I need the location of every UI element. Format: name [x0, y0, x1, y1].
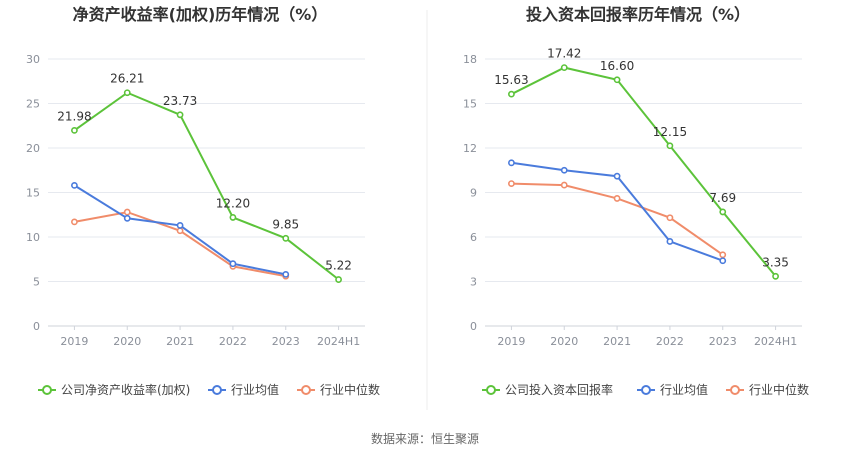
- data-label: 23.73: [163, 94, 197, 108]
- point-median: [508, 180, 515, 187]
- legend-label: 公司净资产收益率(加权): [61, 382, 190, 397]
- source-label: 数据来源：恒生聚源: [371, 431, 479, 446]
- data-label: 16.60: [600, 59, 634, 73]
- point-company: [335, 276, 342, 283]
- series-line-median: [74, 211, 286, 278]
- point-median: [719, 251, 727, 259]
- data-label: 17.42: [547, 47, 581, 61]
- point-company: [123, 89, 131, 97]
- y-tick-label: 5: [33, 276, 40, 289]
- legend-marker: [641, 385, 651, 395]
- point-median: [666, 214, 674, 222]
- point-company: [71, 126, 78, 134]
- y-tick-label: 0: [470, 320, 477, 333]
- y-tick-label: 20: [26, 142, 40, 155]
- point-avg: [719, 257, 727, 265]
- x-tick-label: 2024H1: [317, 335, 360, 348]
- y-tick-label: 0: [33, 320, 40, 333]
- point-median: [560, 181, 568, 189]
- point-avg: [282, 270, 290, 278]
- data-label: 21.98: [57, 109, 91, 123]
- legend-marker: [486, 385, 496, 395]
- legend-item-avg[interactable]: 行业均值: [208, 382, 279, 397]
- x-tick-label: 2023: [709, 335, 737, 348]
- y-tick-label: 18: [463, 53, 477, 66]
- point-company: [282, 234, 290, 242]
- legend-item-company[interactable]: 公司投入资本回报率: [482, 382, 613, 397]
- x-tick-label: 2021: [166, 335, 194, 348]
- point-median: [613, 195, 621, 202]
- roic-chart: 投入资本回报率历年情况（%） 0 3 6 9 12 15 18 2019 2020 2021 2022…: [463, 5, 809, 397]
- chart-title: 投入资本回报率历年情况（%）: [526, 5, 750, 24]
- point-avg: [176, 222, 184, 229]
- point-median: [176, 227, 184, 235]
- x-tick-label: 2023: [272, 335, 300, 348]
- point-company: [508, 90, 515, 98]
- legend-label: 公司投入资本回报率: [505, 382, 613, 397]
- y-tick-label: 3: [470, 276, 477, 289]
- legend-label: 行业均值: [231, 382, 279, 397]
- data-label: 15.63: [494, 73, 528, 87]
- point-company: [613, 76, 621, 84]
- data-label: 9.85: [272, 217, 299, 231]
- legend-item-avg[interactable]: 行业均值: [637, 382, 708, 397]
- y-tick-label: 25: [26, 98, 40, 111]
- point-company: [229, 214, 237, 221]
- point-median: [71, 218, 78, 226]
- x-tick-label: 2020: [550, 335, 578, 348]
- y-tick-label: 12: [463, 142, 477, 155]
- chart-title: 净资产收益率(加权)历年情况（%）: [73, 5, 328, 24]
- legend-marker: [42, 385, 52, 395]
- point-company: [176, 111, 184, 119]
- y-tick-label: 9: [470, 187, 477, 200]
- data-label: 12.20: [216, 196, 250, 210]
- y-tick-label: 6: [470, 231, 477, 244]
- x-tick-label: 2024H1: [754, 335, 797, 348]
- x-tick-label: 2019: [60, 335, 88, 348]
- x-tick-label: 2022: [219, 335, 247, 348]
- legend-item-median[interactable]: 行业中位数: [297, 382, 380, 397]
- x-tick-label: 2022: [656, 335, 684, 348]
- point-company: [560, 64, 568, 72]
- x-tick-label: 2019: [497, 335, 525, 348]
- data-label: 26.21: [110, 72, 144, 86]
- data-label: 5.22: [325, 259, 352, 273]
- point-avg: [666, 238, 674, 245]
- point-avg: [613, 172, 621, 180]
- data-label: 3.35: [762, 255, 789, 269]
- legend-label: 行业中位数: [749, 382, 809, 397]
- legend-item-median[interactable]: 行业中位数: [726, 382, 809, 397]
- roe-chart: 净资产收益率(加权)历年情况（%） 0 5 10 15 20 25 30 2019 2020 202…: [26, 5, 380, 397]
- data-label: 7.69: [709, 191, 736, 205]
- point-avg: [123, 214, 131, 222]
- series-line-median: [511, 182, 724, 256]
- y-tick-label: 15: [26, 187, 40, 200]
- data-label: 12.15: [653, 125, 687, 139]
- legend-marker: [301, 385, 311, 395]
- legend-marker: [730, 385, 740, 395]
- series-line-company: [73, 91, 340, 281]
- point-company: [719, 208, 727, 216]
- point-company: [666, 142, 674, 150]
- point-avg: [560, 166, 568, 174]
- series-line-company: [510, 66, 777, 277]
- point-avg: [71, 181, 78, 189]
- x-tick-label: 2021: [603, 335, 631, 348]
- legend-label: 行业均值: [660, 382, 708, 397]
- point-company: [772, 272, 779, 280]
- x-tick-label: 2020: [113, 335, 141, 348]
- y-tick-label: 10: [26, 231, 40, 244]
- point-avg: [508, 159, 515, 167]
- point-avg: [229, 260, 237, 268]
- legend-marker: [212, 385, 222, 395]
- y-tick-label: 30: [26, 53, 40, 66]
- point-median: [123, 208, 131, 216]
- y-tick-label: 15: [463, 98, 477, 111]
- legend-label: 行业中位数: [320, 382, 380, 397]
- legend-item-company[interactable]: 公司净资产收益率(加权): [38, 382, 190, 397]
